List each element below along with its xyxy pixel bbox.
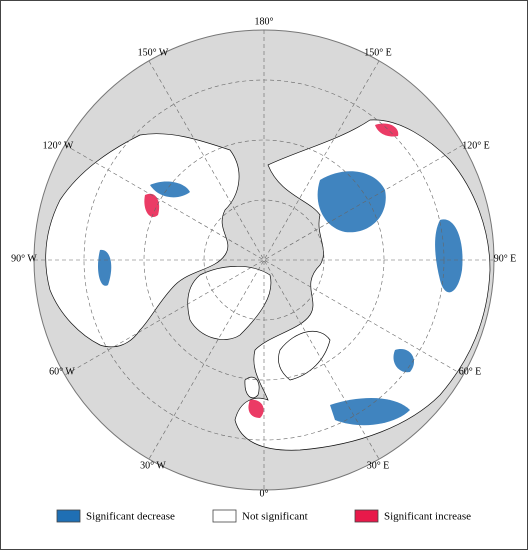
lon-label: 120° E bbox=[462, 140, 490, 151]
legend-swatch bbox=[354, 509, 379, 523]
lon-label: 60° W bbox=[49, 366, 75, 377]
map bbox=[33, 29, 495, 491]
legend-swatch bbox=[212, 509, 237, 523]
lon-label: 0° bbox=[260, 488, 269, 499]
north-america bbox=[45, 133, 240, 348]
legend-label: Significant increase bbox=[384, 511, 471, 523]
longitude-labels: 180° 150° W 150° E 120° W 120° E 90° W 9… bbox=[11, 16, 516, 499]
lon-label: 90° E bbox=[494, 253, 517, 264]
lon-label: 180° bbox=[255, 16, 274, 27]
lon-label: 60° E bbox=[459, 366, 482, 377]
greenland bbox=[187, 266, 272, 340]
scandinavia bbox=[278, 331, 331, 381]
legend-label: Significant decrease bbox=[86, 511, 175, 523]
legend-label: Not significant bbox=[242, 511, 308, 523]
lon-label: 150° W bbox=[138, 47, 169, 58]
lon-label: 150° E bbox=[364, 47, 392, 58]
british-isles bbox=[244, 376, 260, 399]
legend: Significant decrease Not significant Signi… bbox=[56, 509, 471, 523]
legend-swatch bbox=[56, 509, 81, 523]
increase-patches bbox=[144, 123, 399, 418]
lon-label: 30° W bbox=[140, 460, 166, 471]
lon-label: 120° W bbox=[43, 140, 74, 151]
lon-label: 30° E bbox=[367, 460, 390, 471]
decrease-patches bbox=[97, 171, 463, 426]
graticule bbox=[34, 30, 494, 490]
lon-label: 90° W bbox=[11, 253, 37, 264]
